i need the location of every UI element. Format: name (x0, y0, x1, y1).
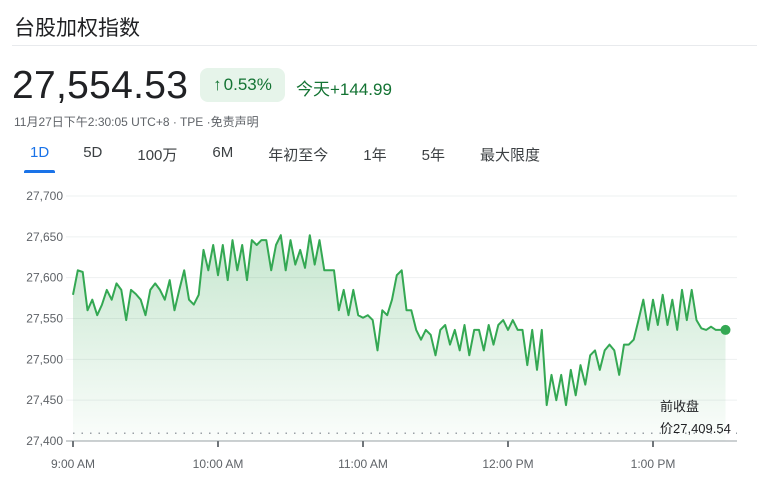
range-tabs: 1D 5D 100万 6M 年初至今 1年 5年 最大限度 (14, 142, 540, 173)
previous-close-label-line1: 前收盘 (660, 399, 700, 414)
change-today: 今天+144.99 (296, 80, 392, 99)
y-tick-label: 27,650 (26, 230, 63, 244)
change-percent-badge: ↑ 0.53% (200, 68, 285, 102)
tab-5y[interactable]: 5年 (421, 147, 445, 164)
y-tick-label: 27,500 (26, 352, 63, 366)
current-price: 27,554.53 (12, 64, 189, 107)
tab-1y[interactable]: 1年 (363, 147, 387, 164)
x-tick-label: 12:00 PM (482, 457, 533, 471)
x-tick-label: 9:00 AM (51, 457, 95, 471)
tab-1m[interactable]: 100万 (137, 147, 178, 164)
y-tick-label: 27,600 (26, 271, 63, 285)
current-price-dot (720, 324, 731, 335)
change-percent: 0.53% (223, 75, 272, 94)
tab-5d[interactable]: 5D (83, 144, 103, 161)
arrow-up-icon: ↑ (213, 75, 222, 94)
index-title: 台股加权指数 (14, 17, 140, 40)
previous-close-label: 前收盘 价27,409.54 (660, 396, 731, 440)
tab-1d[interactable]: 1D (23, 142, 56, 173)
tab-ytd[interactable]: 年初至今 (268, 147, 329, 164)
tab-6m[interactable]: 6M (212, 144, 234, 161)
previous-close-value: 价27,409.54 (660, 421, 731, 436)
x-tick-label: 1:00 PM (631, 457, 676, 471)
price-line (72, 234, 726, 407)
price-area-fill (73, 235, 726, 441)
y-tick-label: 27,400 (26, 434, 63, 448)
y-tick-label: 27,700 (26, 189, 63, 203)
y-tick-label: 27,450 (26, 393, 63, 407)
divider (12, 45, 757, 46)
x-tick-label: 11:00 AM (338, 457, 388, 471)
tab-max[interactable]: 最大限度 (479, 147, 540, 164)
timestamp-meta[interactable]: 11月27日下午2:30:05 UTC+8 · TPE ·免责声明 (14, 115, 259, 129)
x-tick-label: 10:00 AM (193, 457, 244, 471)
y-tick-label: 27,550 (26, 312, 63, 326)
